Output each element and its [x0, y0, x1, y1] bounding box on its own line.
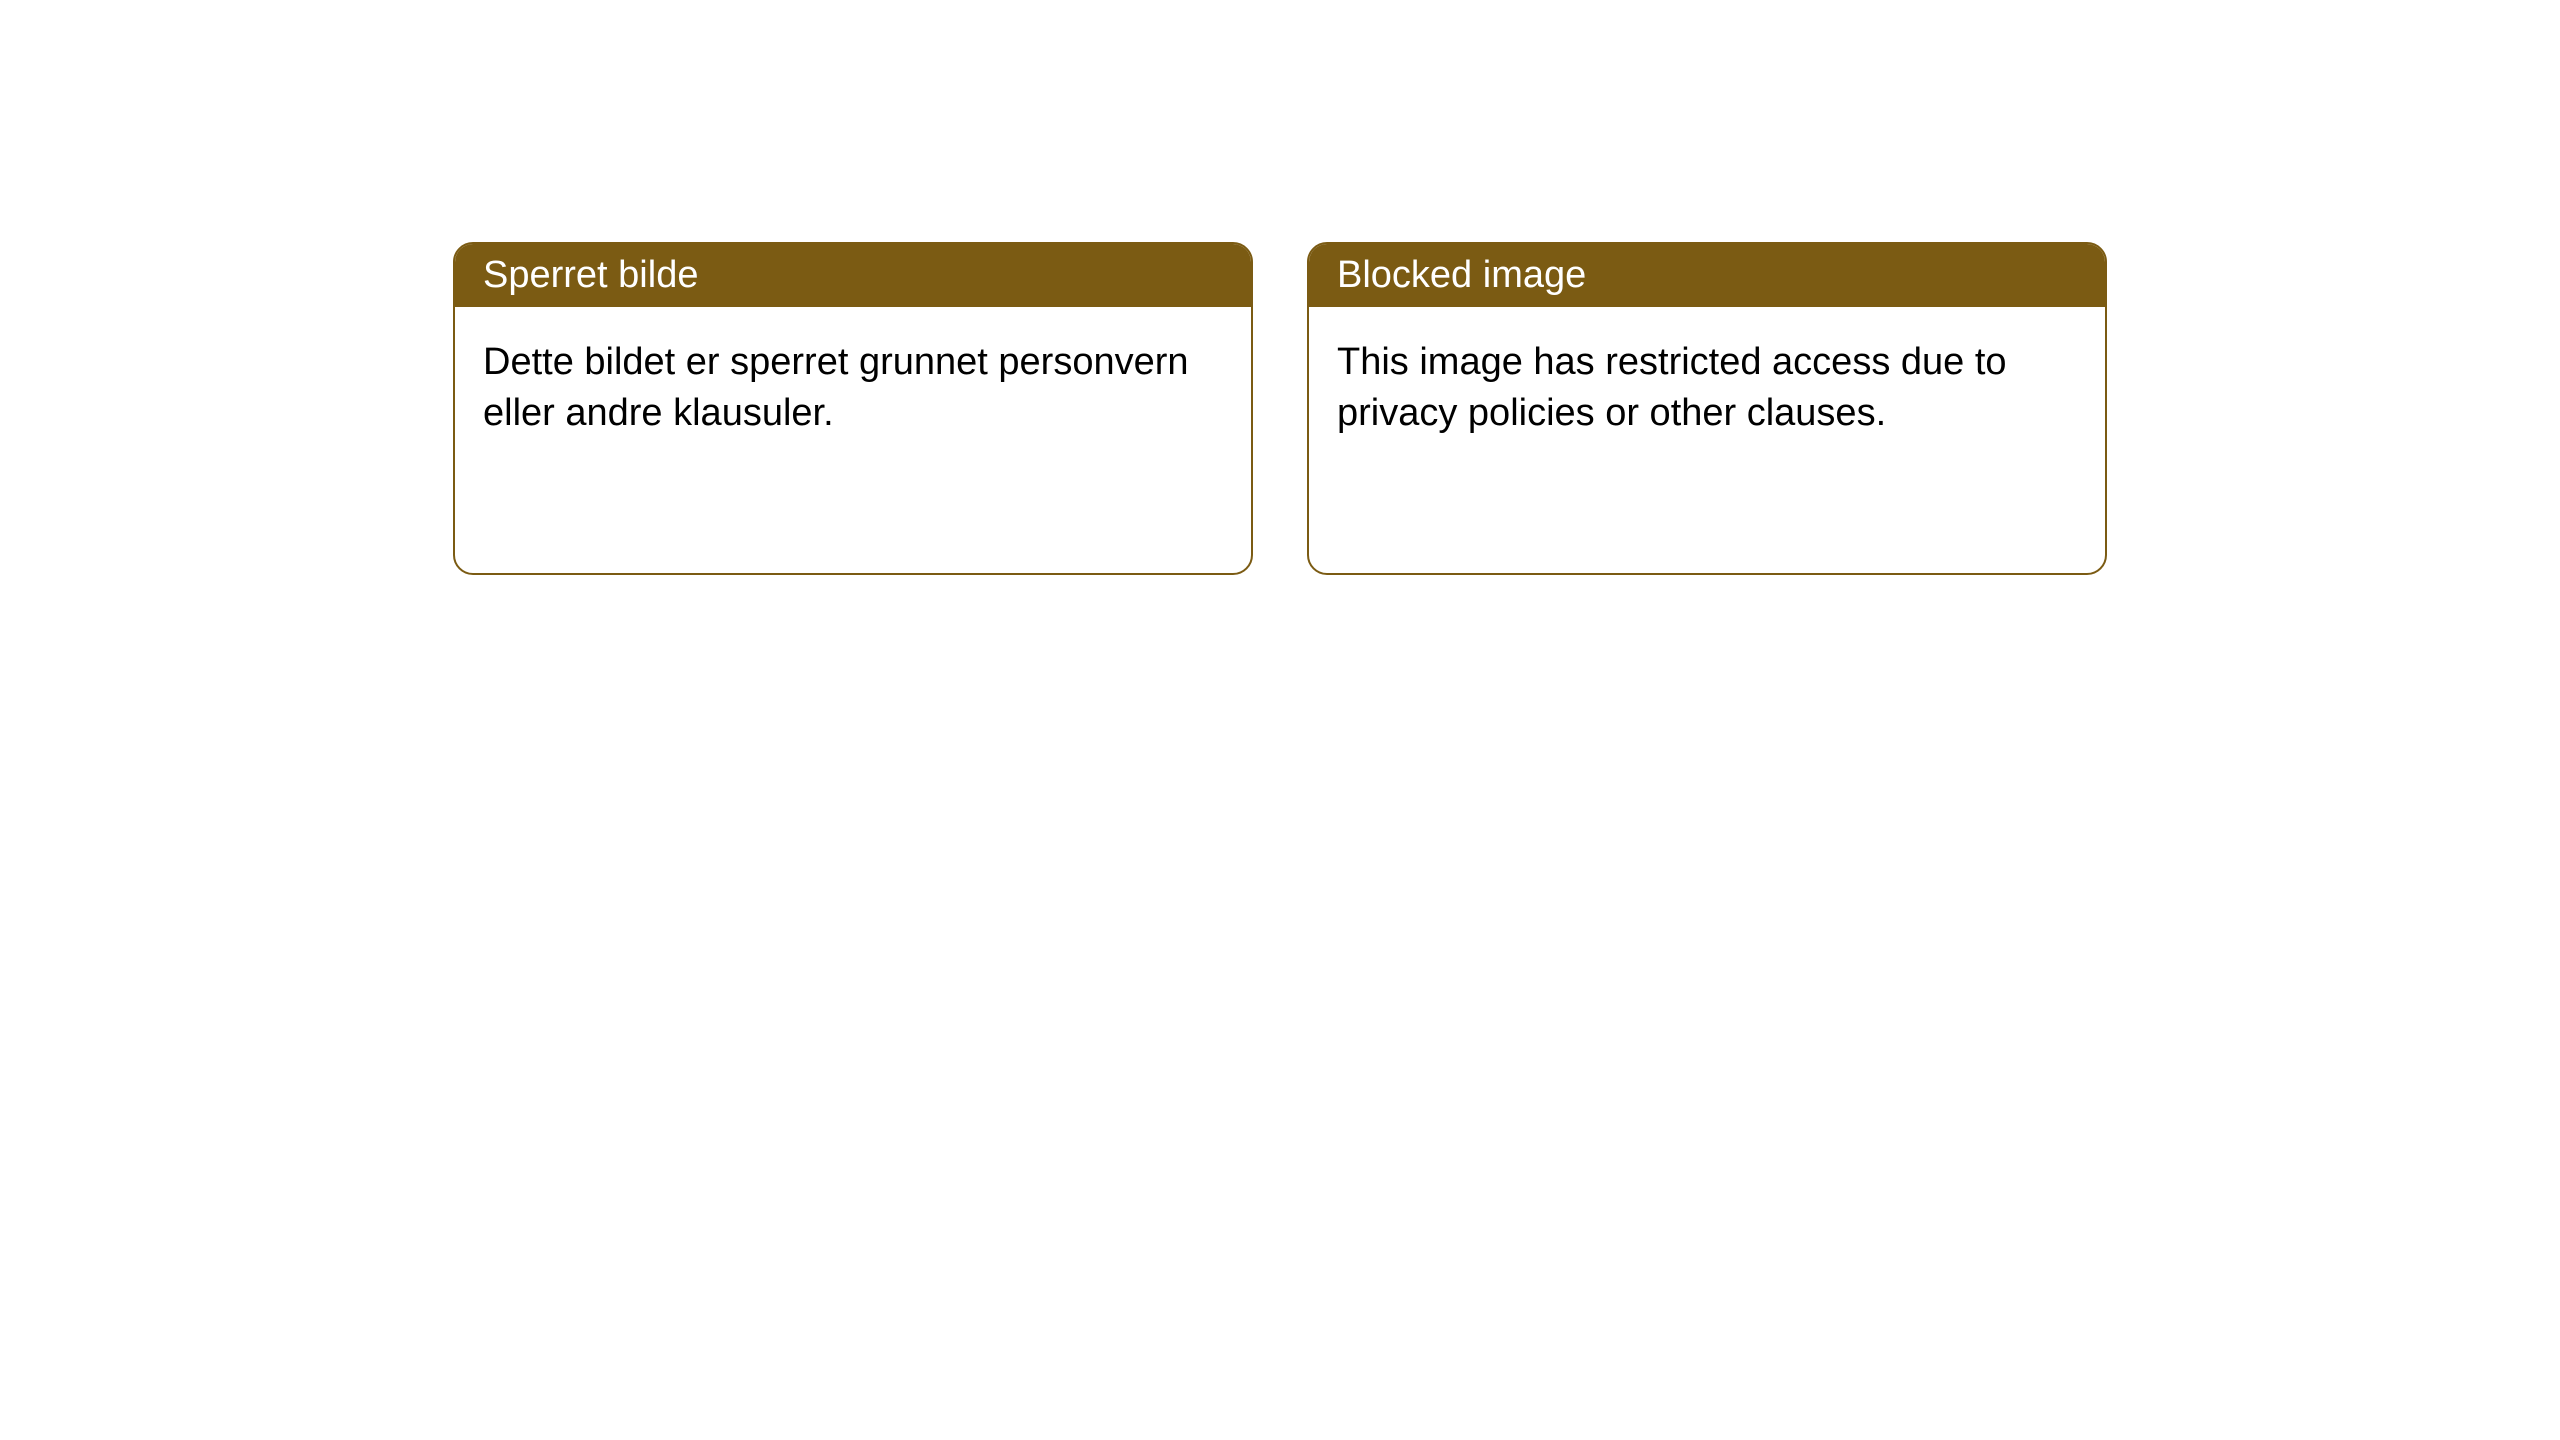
notice-body: This image has restricted access due to …: [1309, 307, 2105, 470]
blocked-image-notices: Sperret bilde Dette bildet er sperret gr…: [453, 242, 2560, 575]
notice-card-english: Blocked image This image has restricted …: [1307, 242, 2107, 575]
notice-card-norwegian: Sperret bilde Dette bildet er sperret gr…: [453, 242, 1253, 575]
notice-title: Blocked image: [1309, 244, 2105, 307]
notice-title: Sperret bilde: [455, 244, 1251, 307]
notice-body: Dette bildet er sperret grunnet personve…: [455, 307, 1251, 470]
